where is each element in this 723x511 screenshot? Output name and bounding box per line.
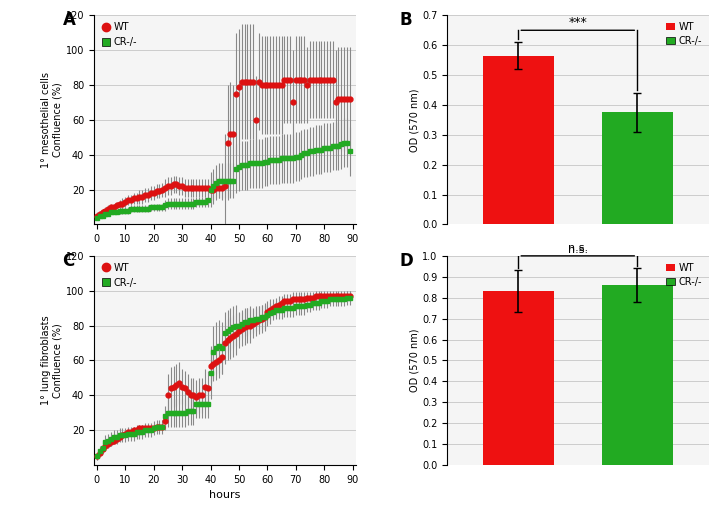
Bar bbox=[483, 56, 554, 224]
Text: D: D bbox=[400, 252, 414, 270]
Y-axis label: OD (570 nm): OD (570 nm) bbox=[409, 329, 419, 392]
X-axis label: hours: hours bbox=[209, 490, 241, 500]
Y-axis label: OD (570 nm): OD (570 nm) bbox=[409, 88, 419, 152]
Bar bbox=[602, 112, 673, 224]
Legend: WT, CR-/-: WT, CR-/- bbox=[99, 20, 139, 49]
Bar bbox=[483, 291, 554, 465]
Text: B: B bbox=[400, 11, 413, 29]
Text: n.s.: n.s. bbox=[568, 245, 588, 255]
Text: A: A bbox=[63, 11, 75, 29]
Legend: WT, CR-/-: WT, CR-/- bbox=[99, 261, 139, 289]
Text: ***: *** bbox=[568, 16, 587, 29]
Y-axis label: 1° mesothelial cells
Confluence (%): 1° mesothelial cells Confluence (%) bbox=[41, 72, 63, 168]
Bar bbox=[602, 285, 673, 465]
Y-axis label: 1° lung fibroblasts
Confluence (%): 1° lung fibroblasts Confluence (%) bbox=[41, 316, 63, 405]
Text: C: C bbox=[63, 252, 75, 270]
Legend: WT, CR-/-: WT, CR-/- bbox=[664, 20, 703, 48]
Text: n.s.: n.s. bbox=[568, 243, 588, 253]
Legend: WT, CR-/-: WT, CR-/- bbox=[664, 261, 703, 289]
